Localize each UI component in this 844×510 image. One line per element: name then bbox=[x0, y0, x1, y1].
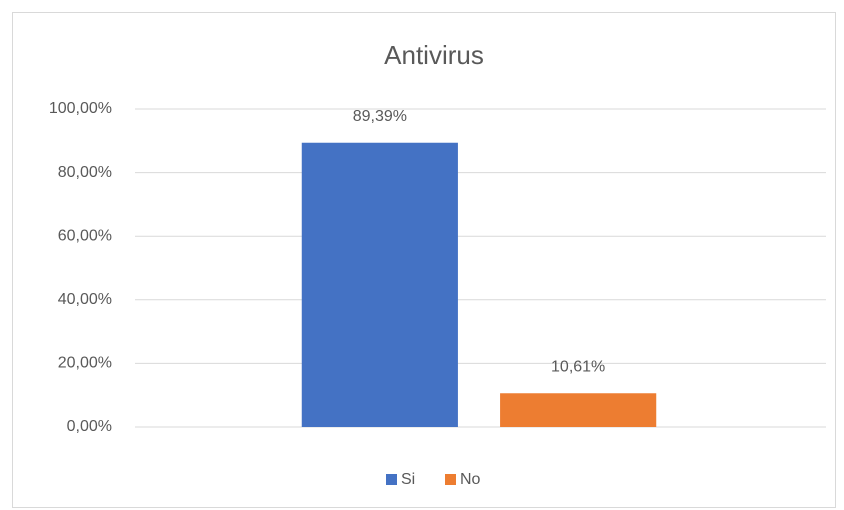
y-tick-label: 60,00% bbox=[58, 227, 112, 244]
chart-title: Antivirus bbox=[384, 40, 484, 70]
legend-swatch bbox=[445, 474, 456, 485]
y-tick-label: 0,00% bbox=[67, 418, 112, 435]
legend-label: Si bbox=[401, 471, 415, 488]
data-label: 89,39% bbox=[353, 108, 407, 125]
bar bbox=[500, 393, 657, 427]
y-tick-label: 20,00% bbox=[58, 355, 112, 372]
legend-swatch bbox=[386, 474, 397, 485]
data-label: 10,61% bbox=[551, 358, 605, 375]
y-tick-label: 80,00% bbox=[58, 164, 112, 181]
y-tick-label: 100,00% bbox=[49, 100, 112, 117]
y-tick-label: 40,00% bbox=[58, 291, 112, 308]
legend-label: No bbox=[460, 471, 481, 488]
bar bbox=[301, 142, 458, 427]
